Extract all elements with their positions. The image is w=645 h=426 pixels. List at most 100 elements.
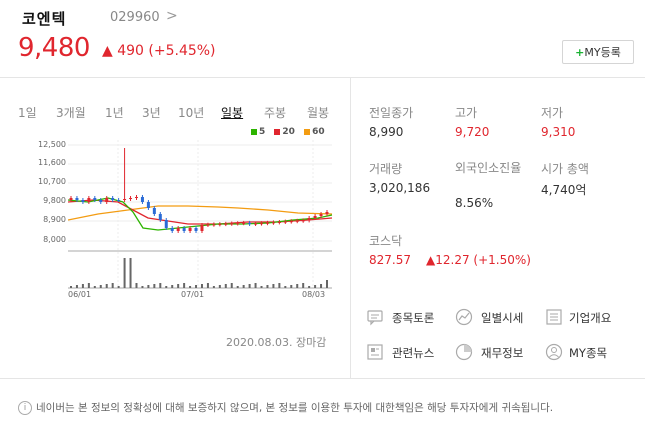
volume-bar xyxy=(141,286,144,288)
ma60-line xyxy=(68,205,333,221)
price-chart xyxy=(68,140,333,289)
divider-bottom xyxy=(0,378,645,379)
index-value: 827.57 xyxy=(369,253,411,267)
candle-body xyxy=(319,214,323,216)
x-tick-label: 07/01 xyxy=(181,290,205,299)
tab-1d[interactable]: 1일 xyxy=(18,106,37,120)
y-tick-label: 8,000 xyxy=(43,235,66,244)
candle-body xyxy=(182,228,186,231)
volume-bar xyxy=(242,285,245,288)
link-company-overview[interactable]: 기업개요 xyxy=(545,308,635,328)
volume-bar xyxy=(159,283,162,288)
candle-body xyxy=(111,198,115,200)
y-tick-label: 12,500 xyxy=(38,140,66,149)
candle-body xyxy=(307,218,311,221)
stock-code[interactable]: 029960 xyxy=(110,10,160,25)
volume-bar xyxy=(296,284,299,288)
candle-body xyxy=(69,198,73,200)
update-time: 2020.08.03. 장마감 xyxy=(226,336,327,349)
legend-label-60: 60 xyxy=(312,127,325,137)
x-tick-label: 08/03 xyxy=(302,290,326,299)
volume-bar xyxy=(87,283,90,288)
volume-bar xyxy=(81,284,84,288)
y-tick-label: 8,900 xyxy=(43,215,66,224)
candle-body xyxy=(260,223,264,225)
candle-body xyxy=(271,222,275,224)
volume-bar xyxy=(165,286,168,288)
tab-3m[interactable]: 3개월 xyxy=(56,106,86,120)
volume-bar xyxy=(70,286,72,288)
volume-bar xyxy=(177,284,180,288)
volume-bar xyxy=(284,286,287,288)
index-label[interactable]: 코스닥 xyxy=(369,234,403,248)
stat-label-market-cap: 시가 총액 xyxy=(541,162,589,176)
tab-10y[interactable]: 10년 xyxy=(178,106,205,120)
tab-1y[interactable]: 1년 xyxy=(105,106,124,120)
link-related-news[interactable]: 관련뉴스 xyxy=(366,343,486,363)
tab-monthly[interactable]: 월봉 xyxy=(307,106,330,120)
volume-bar xyxy=(260,286,263,288)
volume-bar xyxy=(117,286,120,288)
volume-bar xyxy=(272,284,275,288)
volume-bar xyxy=(195,285,198,288)
candles xyxy=(69,148,329,233)
current-price: 9,480 xyxy=(18,33,90,63)
link-label: 종목토론 xyxy=(392,311,435,325)
candle-body xyxy=(188,228,192,231)
link-label: 재무정보 xyxy=(481,346,524,360)
link-label: MY종목 xyxy=(569,346,608,360)
link-daily-price[interactable]: 일별시세 xyxy=(455,308,545,328)
volume-bar xyxy=(314,285,317,288)
candle-body xyxy=(283,221,287,223)
candle-body xyxy=(242,222,246,224)
volume-bar xyxy=(111,283,114,288)
volume-bar xyxy=(266,285,269,288)
candle-body xyxy=(123,199,127,200)
divider-top xyxy=(0,77,645,78)
divider-vertical xyxy=(350,77,351,378)
candle-body xyxy=(265,222,269,224)
y-tick-label: 11,600 xyxy=(38,158,66,167)
y-tick-label: 9,800 xyxy=(43,196,66,205)
link-financials[interactable]: 재무정보 xyxy=(455,343,545,363)
chevron-right-icon[interactable]: > xyxy=(166,8,178,24)
my-register-button[interactable]: +MY등록 xyxy=(562,40,634,64)
candle-body xyxy=(176,228,180,231)
link-label: 일별시세 xyxy=(481,311,524,325)
stock-name[interactable]: 코엔텍 xyxy=(22,10,67,28)
volume-bar xyxy=(75,285,78,288)
candle-body xyxy=(313,216,317,218)
volume-bar xyxy=(129,258,132,288)
tab-daily[interactable]: 일봉 xyxy=(221,106,244,120)
volume-bar xyxy=(93,286,96,288)
candle-body xyxy=(158,214,162,220)
candle-body xyxy=(81,200,85,202)
volume-bar xyxy=(147,285,150,288)
volume-bar xyxy=(123,258,126,288)
volume-bar xyxy=(278,283,281,288)
volume-bar xyxy=(236,286,239,288)
link-discussion[interactable]: 종목토론 xyxy=(366,308,486,328)
x-tick-label: 06/01 xyxy=(68,290,92,299)
volume-bar xyxy=(212,286,215,288)
pie-icon xyxy=(455,343,473,361)
tab-3y[interactable]: 3년 xyxy=(142,106,161,120)
plus-icon: + xyxy=(575,46,585,59)
volume-bar xyxy=(183,283,186,288)
candle-body xyxy=(75,198,79,200)
stat-label-low: 저가 xyxy=(541,106,564,120)
link-my-stocks[interactable]: MY종목 xyxy=(545,343,635,363)
stat-value-low: 9,310 xyxy=(541,125,576,139)
stat-value-high: 9,720 xyxy=(455,125,490,139)
stat-value-market-cap: 4,740억 xyxy=(541,183,587,197)
tab-weekly[interactable]: 주봉 xyxy=(264,106,287,120)
candle-body xyxy=(105,198,109,202)
ma5-line xyxy=(68,197,333,231)
legend-label-20: 20 xyxy=(282,127,295,137)
stat-label-volume: 거래량 xyxy=(369,162,403,176)
volume-bar xyxy=(320,284,323,288)
candle-body xyxy=(254,223,258,225)
volume-bar xyxy=(302,283,305,288)
index-change: ▲12.27 (+1.50%) xyxy=(426,253,531,267)
candle-body xyxy=(140,197,144,202)
